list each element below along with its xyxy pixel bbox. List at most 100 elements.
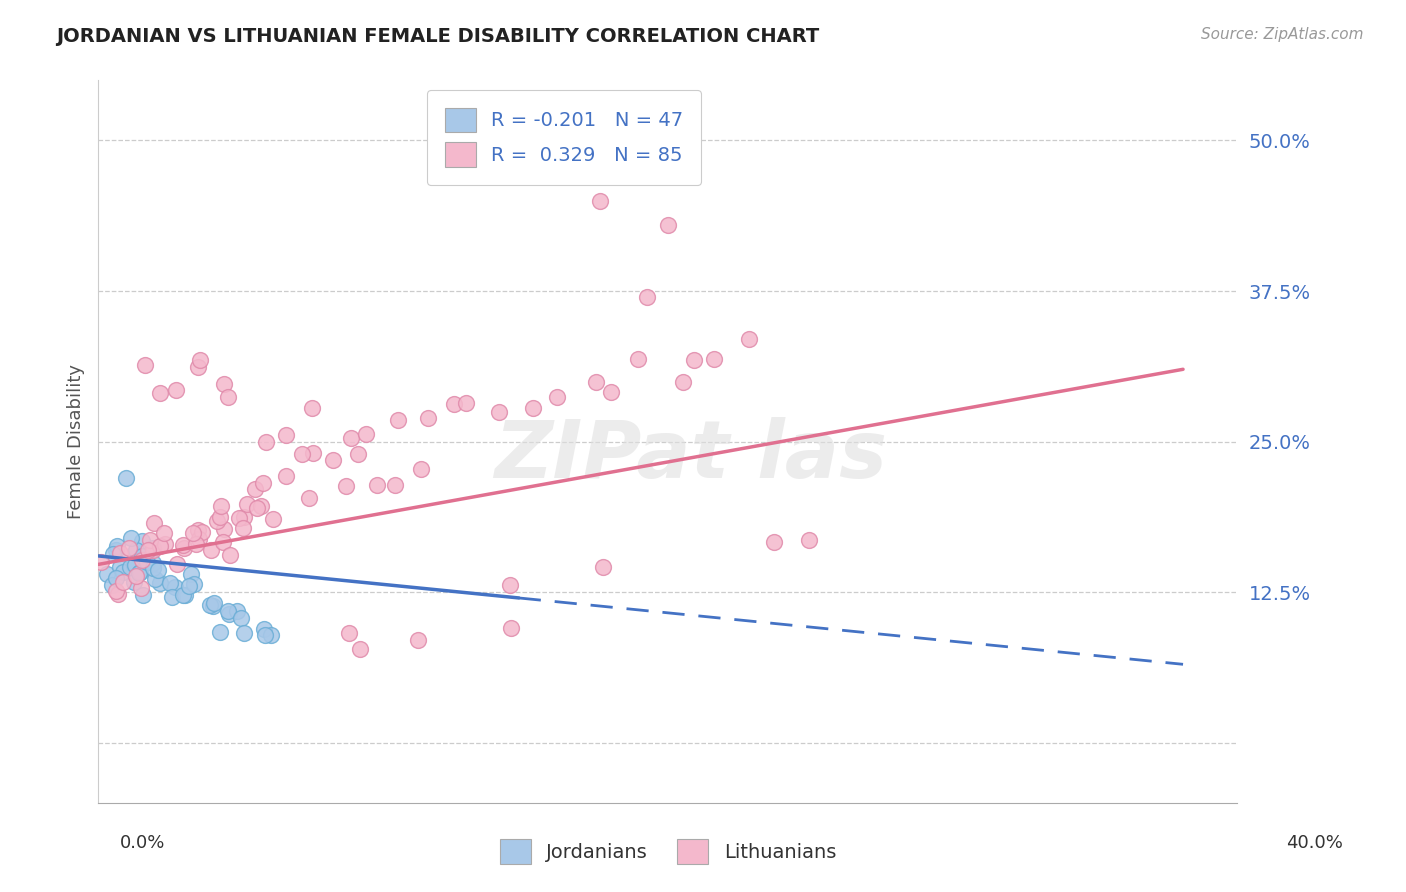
Point [172, 538, 194, 552]
Point [146, 563, 169, 577]
Point [522, 401, 544, 415]
Point [763, 535, 786, 549]
Point [799, 533, 821, 547]
Point [138, 533, 160, 547]
Point [246, 500, 269, 515]
Point [187, 523, 209, 537]
Point [128, 566, 150, 580]
Point [354, 426, 377, 441]
Point [125, 542, 148, 557]
Point [111, 565, 134, 579]
Point [125, 569, 148, 583]
Point [165, 580, 187, 594]
Point [209, 510, 232, 524]
Point [366, 478, 388, 492]
Point [212, 377, 235, 392]
Point [90, 555, 112, 569]
Point [111, 575, 134, 590]
Point [96, 566, 118, 581]
Point [187, 360, 209, 375]
Point [120, 559, 142, 574]
Point [409, 462, 432, 476]
Point [499, 577, 522, 591]
Point [114, 471, 136, 485]
Point [683, 353, 706, 368]
Point [600, 384, 623, 399]
Point [131, 553, 153, 567]
Text: 40.0%: 40.0% [1286, 834, 1343, 852]
Point [250, 499, 273, 513]
Point [243, 482, 266, 496]
Point [183, 577, 205, 591]
Point [252, 475, 274, 490]
Point [636, 289, 658, 303]
Point [188, 352, 211, 367]
Point [142, 542, 165, 557]
Point [347, 447, 370, 461]
Point [212, 534, 235, 549]
Point [173, 541, 195, 555]
Point [232, 626, 254, 640]
Point [138, 543, 160, 558]
Point [253, 628, 276, 642]
Point [406, 633, 429, 648]
Point [335, 479, 357, 493]
Point [143, 573, 166, 587]
Point [153, 526, 176, 541]
Point [191, 525, 214, 540]
Point [672, 375, 695, 389]
Point [143, 516, 166, 530]
Point [153, 537, 176, 551]
Point [232, 509, 254, 524]
Point [159, 575, 181, 590]
Point [291, 447, 314, 461]
Point [298, 491, 321, 505]
Point [337, 626, 360, 640]
Point [236, 497, 259, 511]
Point [252, 622, 274, 636]
Point [349, 642, 371, 657]
Point [228, 510, 250, 524]
Point [198, 598, 221, 612]
Point [181, 525, 204, 540]
Point [149, 386, 172, 401]
Point [202, 596, 225, 610]
Point [225, 604, 247, 618]
Point [443, 397, 465, 411]
Point [104, 584, 127, 599]
Point [105, 571, 128, 585]
Point [122, 574, 145, 589]
Point [131, 533, 153, 548]
Point [416, 411, 439, 425]
Point [134, 358, 156, 372]
Point [322, 452, 344, 467]
Point [501, 622, 523, 636]
Point [274, 428, 297, 442]
Point [214, 522, 236, 536]
Point [172, 588, 194, 602]
Point [738, 332, 761, 346]
Point [187, 533, 209, 547]
Point [232, 521, 254, 535]
Point [302, 445, 325, 459]
Text: JORDANIAN VS LITHUANIAN FEMALE DISABILITY CORRELATION CHART: JORDANIAN VS LITHUANIAN FEMALE DISABILIT… [56, 27, 820, 45]
Point [149, 539, 172, 553]
Point [387, 412, 409, 426]
Point [254, 435, 277, 450]
Point [231, 611, 253, 625]
Point [129, 565, 152, 579]
Point [218, 548, 240, 562]
Point [703, 351, 725, 366]
Point [454, 396, 477, 410]
Point [585, 376, 607, 390]
Point [301, 401, 323, 416]
Point [108, 560, 131, 574]
Point [166, 557, 188, 571]
Point [657, 218, 679, 232]
Point [129, 581, 152, 595]
Point [104, 543, 127, 558]
Legend: Jordanians, Lithuanians: Jordanians, Lithuanians [484, 823, 852, 880]
Point [274, 468, 297, 483]
Text: Source: ZipAtlas.com: Source: ZipAtlas.com [1201, 27, 1364, 42]
Point [592, 560, 614, 574]
